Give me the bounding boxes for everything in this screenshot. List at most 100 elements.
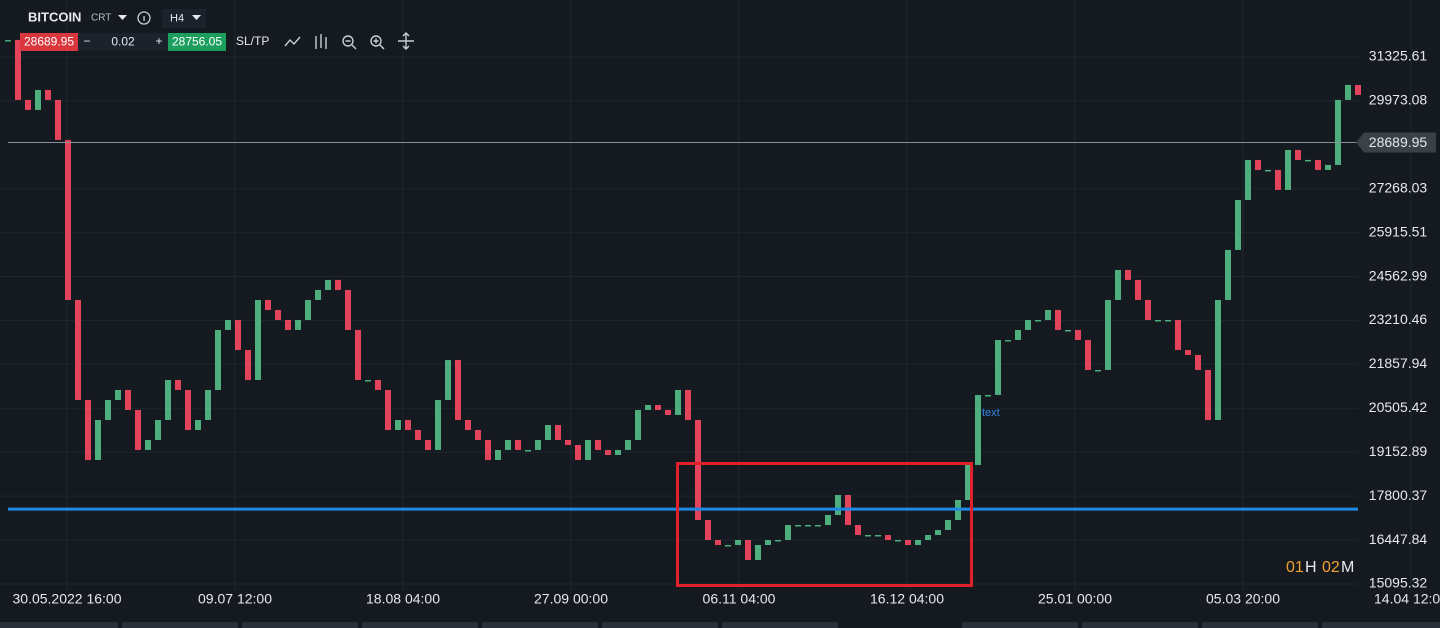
y-tick-label: 17800.37 [1369,487,1428,503]
dropdown-arrow[interactable] [192,15,201,20]
candle [655,404,661,410]
candle [715,539,721,545]
candle [735,539,741,545]
candle [475,429,481,440]
volume[interactable]: 0.02 [111,35,135,49]
candle [1175,319,1181,350]
x-tick-label: 14.04 12:00 [1374,591,1440,607]
candle [335,279,341,290]
candle [915,539,921,545]
candle [1055,309,1061,330]
candle [495,449,501,460]
candle [85,399,91,460]
candle [355,329,361,380]
candle [1255,159,1261,170]
y-tick-label: 21857.94 [1369,355,1428,371]
candle [295,319,301,330]
candle [435,399,441,450]
candle [675,389,681,415]
candle [555,424,561,440]
candle [365,379,371,382]
plus-button[interactable]: + [155,34,162,48]
candle [175,379,181,390]
ask[interactable]: 28756.05 [172,35,222,49]
candle [1205,369,1211,420]
tab[interactable] [122,622,238,628]
countdown-minutes-unit: M [1341,559,1354,576]
tab[interactable] [722,622,838,628]
candle [1245,159,1251,200]
ask-box[interactable] [168,33,226,51]
candle [1195,354,1201,370]
candle [905,539,911,545]
info-icon[interactable] [137,11,151,25]
candle [825,514,831,525]
y-tick-label: 24562.99 [1369,267,1428,283]
chart-type[interactable]: CRT [91,13,111,24]
candle [595,439,601,450]
candle [505,439,511,450]
symbol[interactable]: BITCOIN [28,9,81,24]
x-tick-label: 27.09 00:00 [534,591,608,607]
volume-box[interactable] [78,33,168,51]
candle [585,439,591,460]
tab[interactable] [242,622,358,628]
bid[interactable]: 28689.95 [24,35,74,49]
candle [865,534,871,537]
y-tick-label: 23210.46 [1369,311,1428,327]
tab[interactable] [962,622,1078,628]
zoom-in[interactable] [370,35,382,47]
zoom-out[interactable] [342,35,354,47]
line-tool[interactable] [284,36,301,47]
candle [165,379,171,420]
candle [1325,164,1331,170]
y-tick-label: 31325.61 [1369,48,1428,64]
move-tool[interactable] [398,32,414,50]
candle [315,289,321,300]
minus-button[interactable]: − [83,34,90,48]
candle-tool[interactable] [315,34,327,49]
sltp-button[interactable]: SL/TP [236,34,269,48]
candle [1025,319,1031,330]
candle [1145,299,1151,320]
timeframe-box[interactable] [162,9,206,28]
dropdown-arrow[interactable] [118,15,127,20]
tab[interactable] [1082,622,1198,628]
bid-box[interactable] [20,33,78,51]
candle [255,299,261,380]
candle [725,544,731,547]
y-tick-label: 15095.32 [1369,575,1428,591]
tab[interactable] [0,622,118,628]
tab[interactable] [602,622,718,628]
candle [265,299,271,310]
timeframe[interactable]: H4 [170,12,184,24]
candle [1015,329,1021,340]
candle [425,439,431,450]
candle [145,439,151,450]
candle [155,419,161,440]
candle [805,524,811,527]
candle [695,419,701,520]
tab[interactable] [362,622,478,628]
candle [975,394,981,465]
candle [305,299,311,320]
tab[interactable] [482,622,598,628]
candle [995,339,1001,395]
candle [875,534,881,537]
y-tick-label: 19152.89 [1369,443,1428,459]
candle [25,99,31,110]
price-tag-label: 28689.95 [1369,134,1428,150]
candle [1275,169,1281,190]
tab-strip [0,622,1440,628]
candle [755,544,761,560]
x-tick-label: 05.03 20:00 [1206,591,1280,607]
tab[interactable] [1202,622,1318,628]
candle [1335,99,1341,165]
candle [45,89,51,100]
candle [395,419,401,430]
candle [385,389,391,430]
tab[interactable] [1322,622,1440,628]
